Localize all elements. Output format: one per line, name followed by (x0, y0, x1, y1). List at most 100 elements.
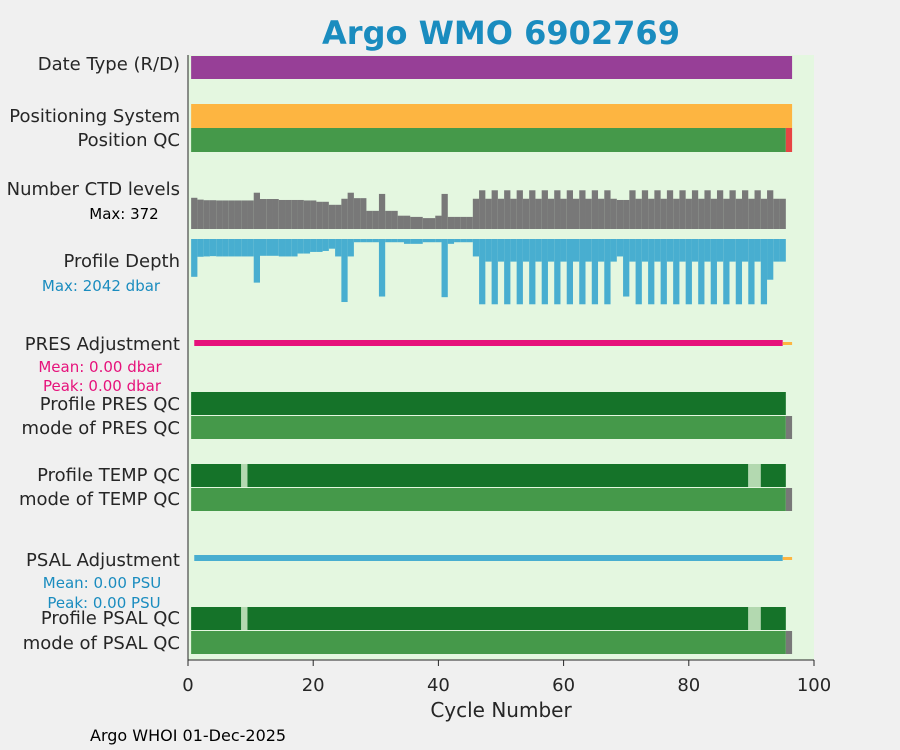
profile-depth-bar-46 (472, 239, 480, 257)
ctd-levels-bar-78 (673, 198, 680, 229)
ctd-levels-bar-62 (572, 198, 580, 229)
ctd-levels-bar-53 (516, 190, 523, 229)
profile-temp-qc-segment-4 (760, 464, 786, 487)
ctd-levels-bar-67 (604, 190, 611, 229)
ctd-levels-bar-3 (203, 200, 210, 229)
profile-depth-bar-48 (485, 239, 492, 262)
profile-depth-bar-56 (535, 239, 542, 262)
ctd-levels-bar-84 (710, 198, 717, 229)
profile-depth-bar-67 (604, 239, 611, 305)
ctd-levels-bar-44 (460, 216, 467, 229)
ctd-levels-bar-19 (303, 200, 311, 229)
ctd-levels-bar-79 (679, 190, 686, 229)
mode-pres-qc-segment-1 (785, 416, 793, 439)
ctd-levels-bar-37 (416, 216, 423, 229)
row-label-profile-psal-qc: Profile PSAL QC (41, 608, 180, 629)
profile-depth-bar-15 (278, 239, 286, 257)
profile-depth-bar-40 (435, 239, 442, 243)
ctd-levels-bar-77 (666, 190, 674, 229)
pres-adjustment-line (194, 340, 783, 346)
ctd-levels-bar-41 (441, 193, 448, 229)
ctd-levels-bar-30 (372, 210, 379, 229)
ctd-levels-bar-35 (403, 215, 411, 229)
profile-depth-bar-80 (685, 239, 692, 305)
ctd-levels-bar-46 (472, 198, 480, 229)
ctd-levels-bar-87 (729, 190, 736, 229)
profile-depth-bar-66 (598, 239, 605, 262)
ctd-levels-bar-28 (360, 198, 367, 229)
ctd-levels-bar-86 (723, 198, 730, 229)
pres-adjustment-mean: Mean: 0.00 dbar (38, 358, 162, 376)
ctd-levels-bar-10 (247, 200, 254, 229)
profile-psal-qc-segment-0 (191, 607, 242, 630)
profile-depth-bar-84 (710, 239, 717, 305)
ctd-levels-bar-42 (447, 216, 455, 229)
profile-depth-bar-34 (397, 239, 404, 243)
ctd-levels-bar-36 (410, 216, 417, 229)
ctd-levels-bar-39 (429, 218, 436, 229)
ctd-levels-bar-81 (691, 190, 699, 229)
profile-depth-bar-71 (629, 239, 636, 262)
profile-depth-bar-86 (723, 239, 730, 305)
ctd-levels-bar-21 (316, 201, 323, 229)
ctd-levels-bar-48 (485, 198, 492, 229)
ctd-levels-bar-15 (278, 199, 286, 229)
ctd-levels-bar-49 (491, 190, 498, 229)
mode-temp-qc-segment-1 (785, 488, 793, 511)
ctd-levels-max: Max: 372 (89, 205, 158, 223)
ctd-levels-bar-4 (209, 200, 217, 229)
profile-depth-bar-44 (460, 239, 467, 243)
ctd-levels-bar-71 (629, 190, 636, 229)
profile-depth-bar-43 (454, 239, 461, 243)
profile-temp-qc-segment-1 (241, 464, 248, 487)
positioning-system-segment-0 (191, 104, 793, 128)
psal-adjustment-mean: Mean: 0.00 PSU (43, 574, 161, 592)
row-label-profile-pres-qc: Profile PRES QC (40, 394, 180, 415)
psal-adjustment-peak: Peak: 0.00 PSU (47, 594, 160, 612)
profile-depth-bar-93 (767, 239, 774, 280)
ctd-levels-bar-85 (716, 190, 724, 229)
x-tick-label-60: 60 (552, 675, 575, 696)
ctd-levels-bar-82 (698, 198, 705, 229)
ctd-levels-bar-7 (228, 200, 235, 229)
profile-depth-bar-72 (635, 239, 642, 305)
profile-depth-bar-70 (623, 239, 630, 297)
x-tick-label-20: 20 (302, 675, 325, 696)
profile-depth-bar-61 (566, 239, 573, 305)
profile-depth-bar-94 (773, 239, 780, 262)
profile-depth-bar-10 (247, 239, 254, 257)
ctd-levels-bar-90 (748, 198, 755, 229)
ctd-levels-bar-68 (610, 198, 617, 229)
profile-temp-qc-segment-3 (748, 464, 761, 487)
profile-depth-bar-73 (641, 239, 649, 262)
ctd-levels-bar-94 (773, 198, 780, 229)
profile-depth-bar-3 (203, 239, 210, 257)
x-tick-label-40: 40 (427, 675, 450, 696)
profile-depth-bar-75 (654, 239, 661, 262)
profile-depth-bar-59 (554, 239, 561, 305)
ctd-levels-bar-34 (397, 215, 404, 229)
plot-marks (191, 56, 793, 654)
ctd-levels-bar-80 (685, 198, 692, 229)
profile-depth-bar-38 (422, 239, 430, 243)
x-axis-ticks: 0 20 40 60 80 100 (182, 660, 831, 696)
ctd-levels-bar-26 (347, 192, 354, 229)
pres-adjustment-tail (782, 342, 793, 345)
ctd-levels-bar-56 (535, 198, 542, 229)
ctd-levels-bar-52 (510, 198, 517, 229)
ctd-levels-bar-47 (479, 190, 486, 229)
row-label-date-type: Date Type (R/D) (38, 54, 180, 75)
ctd-levels-bar-55 (529, 190, 536, 229)
profile-depth-bar-16 (285, 239, 292, 257)
profile-depth-bar-88 (735, 239, 743, 305)
profile-depth-bar-12 (259, 239, 267, 256)
ctd-levels-bar-9 (241, 200, 248, 229)
profile-depth-bar-69 (616, 239, 624, 257)
ctd-levels-bar-6 (222, 200, 229, 229)
profile-depth-bar-17 (291, 239, 298, 257)
position-qc-segment-0 (191, 128, 786, 152)
date-type-segment-0 (191, 56, 793, 79)
ctd-levels-bar-64 (585, 198, 592, 229)
position-qc-segment-1 (785, 128, 793, 152)
